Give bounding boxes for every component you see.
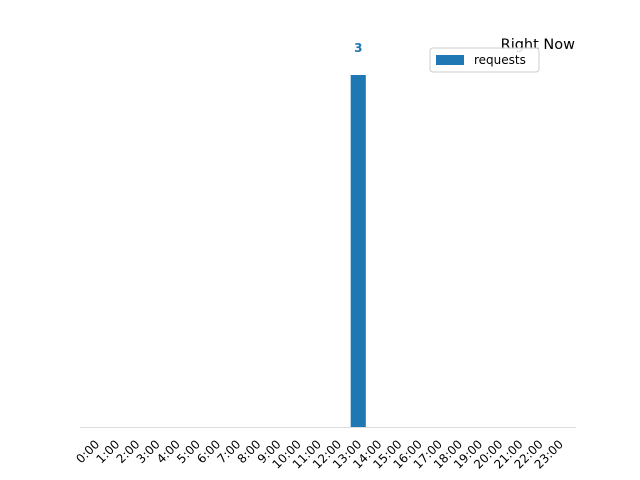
legend-frame (429, 47, 540, 73)
x-tick-labels: 0:001:002:003:004:005:006:007:008:009:00… (73, 437, 566, 471)
value-label: 3 (354, 41, 362, 55)
value-labels: 3 (354, 41, 362, 55)
legend: requests (429, 47, 540, 73)
legend-swatch (436, 55, 464, 65)
bar-13:00 (350, 75, 366, 427)
legend-label: requests (474, 53, 526, 67)
bars-group (350, 75, 366, 427)
